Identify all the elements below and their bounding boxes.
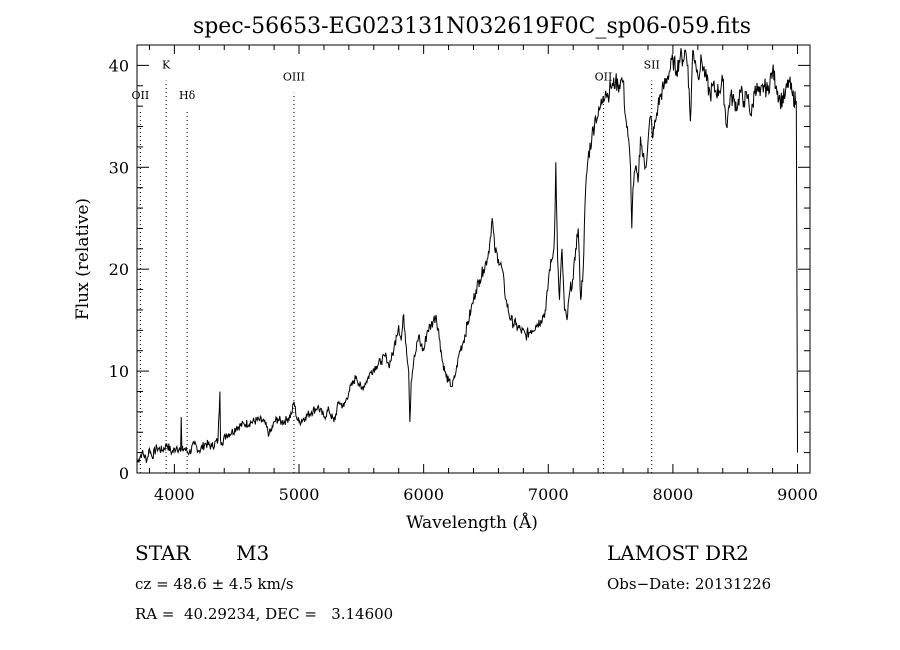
- coordinates: RA = 40.29234, DEC = 3.14600: [135, 605, 394, 623]
- y-tick-label: 20: [109, 260, 129, 279]
- x-axis-ticks: 4000 5000 6000 7000 8000 9000: [148, 45, 818, 504]
- x-axis-label: Wavelength (Å): [406, 512, 538, 533]
- x-tick-label: 6000: [403, 485, 444, 504]
- x-tick-label: 5000: [279, 485, 320, 504]
- object-type: STAR: [135, 541, 191, 565]
- marker-label: K: [162, 58, 171, 71]
- marker-label: SII: [644, 58, 660, 71]
- spectral-subclass: M3: [236, 541, 270, 565]
- y-axis-label: Flux (relative): [73, 198, 93, 320]
- x-tick-label: 9000: [777, 485, 818, 504]
- marker-label: OII: [595, 71, 613, 84]
- spectrum-line: [136, 48, 798, 464]
- redshift-value: cz = 48.6 ± 4.5 km/s: [135, 575, 294, 593]
- emission-line-markers: OII K Hδ OIII OII SII: [132, 58, 660, 473]
- marker-label: Hδ: [179, 89, 196, 102]
- y-tick-label: 30: [109, 158, 129, 177]
- observation-date: Obs−Date: 20131226: [607, 575, 772, 593]
- x-tick-label: 7000: [528, 485, 569, 504]
- chart-title: spec-56653-EG023131N032619F0C_sp06-059.f…: [193, 14, 751, 39]
- y-tick-label: 40: [109, 56, 129, 75]
- y-axis-ticks: 0 10 20 30 40: [109, 44, 810, 483]
- plot-frame: [136, 44, 811, 474]
- x-tick-label: 4000: [154, 485, 195, 504]
- marker-label: OII: [132, 89, 150, 102]
- y-tick-label: 0: [119, 464, 129, 483]
- marker-label: OIII: [283, 71, 305, 84]
- x-tick-label: 8000: [653, 485, 694, 504]
- survey-name: LAMOST DR2: [607, 541, 749, 565]
- y-tick-label: 10: [109, 362, 129, 381]
